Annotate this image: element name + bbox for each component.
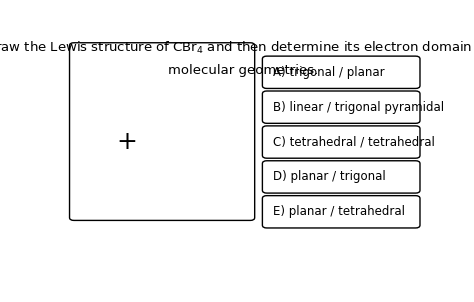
- Text: D) planar / trigonal: D) planar / trigonal: [273, 170, 386, 183]
- Text: C) tetrahedral / tetrahedral: C) tetrahedral / tetrahedral: [273, 136, 435, 149]
- Text: Draw the Lewis structure of CBr$_4$ and then determine its electron domain and: Draw the Lewis structure of CBr$_4$ and …: [0, 40, 474, 56]
- Text: B) linear / trigonal pyramidal: B) linear / trigonal pyramidal: [273, 101, 445, 114]
- FancyBboxPatch shape: [263, 196, 420, 228]
- FancyBboxPatch shape: [263, 126, 420, 158]
- FancyBboxPatch shape: [70, 43, 255, 220]
- Text: E) planar / tetrahedral: E) planar / tetrahedral: [273, 205, 405, 218]
- Text: +: +: [117, 130, 137, 154]
- FancyBboxPatch shape: [263, 91, 420, 123]
- Text: A) trigonal / planar: A) trigonal / planar: [273, 66, 385, 79]
- FancyBboxPatch shape: [263, 161, 420, 193]
- FancyBboxPatch shape: [263, 56, 420, 88]
- Text: molecular geometries.: molecular geometries.: [168, 64, 318, 77]
